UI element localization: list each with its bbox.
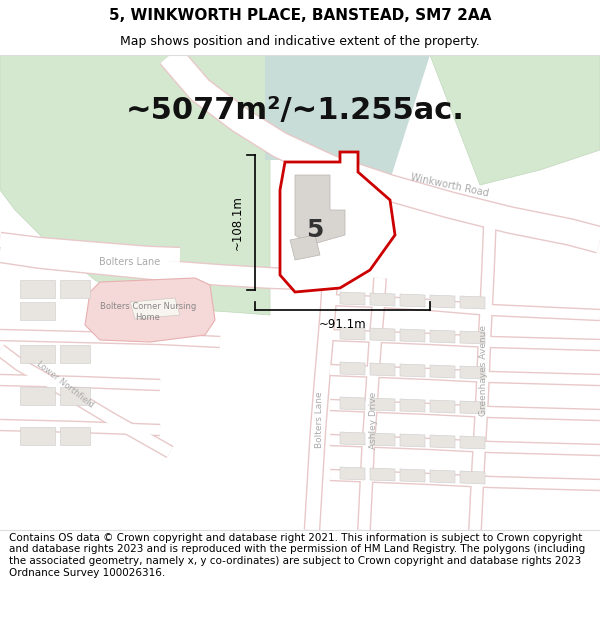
Polygon shape [20, 302, 55, 320]
Polygon shape [460, 436, 485, 449]
Text: Winkworth Road: Winkworth Road [410, 172, 490, 198]
Polygon shape [20, 345, 55, 363]
Polygon shape [340, 292, 365, 305]
Text: 5: 5 [307, 218, 323, 242]
Text: ~5077m²/~1.255ac.: ~5077m²/~1.255ac. [125, 96, 464, 124]
Polygon shape [295, 175, 345, 245]
Polygon shape [85, 278, 215, 342]
Text: ~108.1m: ~108.1m [230, 195, 244, 250]
Polygon shape [370, 363, 395, 376]
Polygon shape [60, 280, 90, 298]
Text: 5, WINKWORTH PLACE, BANSTEAD, SM7 2AA: 5, WINKWORTH PLACE, BANSTEAD, SM7 2AA [109, 8, 491, 23]
Text: Contains OS data © Crown copyright and database right 2021. This information is : Contains OS data © Crown copyright and d… [9, 533, 585, 578]
Polygon shape [370, 398, 395, 411]
Polygon shape [265, 55, 430, 180]
Polygon shape [290, 235, 320, 260]
Polygon shape [340, 362, 365, 375]
Text: Bolters Corner Nursing
Home: Bolters Corner Nursing Home [100, 302, 196, 322]
Text: Map shows position and indicative extent of the property.: Map shows position and indicative extent… [120, 35, 480, 48]
Polygon shape [460, 471, 485, 484]
Polygon shape [130, 298, 180, 319]
Polygon shape [430, 400, 455, 413]
Text: ~91.1m: ~91.1m [319, 318, 367, 331]
Polygon shape [20, 427, 55, 445]
Polygon shape [370, 468, 395, 481]
Polygon shape [370, 433, 395, 446]
Polygon shape [460, 401, 485, 414]
Text: Greenhayes Avenue: Greenhayes Avenue [479, 324, 487, 416]
Polygon shape [400, 364, 425, 377]
Polygon shape [400, 434, 425, 447]
Polygon shape [460, 296, 485, 309]
Polygon shape [340, 467, 365, 480]
Polygon shape [60, 345, 90, 363]
Polygon shape [370, 328, 395, 341]
Polygon shape [280, 152, 395, 292]
Polygon shape [340, 432, 365, 445]
Polygon shape [430, 55, 600, 185]
Polygon shape [340, 327, 365, 340]
Polygon shape [340, 397, 365, 410]
Polygon shape [430, 295, 455, 308]
Polygon shape [430, 470, 455, 483]
Polygon shape [0, 55, 270, 315]
Polygon shape [430, 330, 455, 343]
Polygon shape [430, 435, 455, 448]
Text: Ashley Drive: Ashley Drive [368, 391, 377, 449]
Polygon shape [400, 294, 425, 307]
Polygon shape [460, 331, 485, 344]
Polygon shape [60, 387, 90, 405]
Text: Bolters Lane: Bolters Lane [316, 392, 325, 448]
Polygon shape [430, 365, 455, 378]
Polygon shape [20, 280, 55, 298]
Polygon shape [460, 366, 485, 379]
Polygon shape [20, 387, 55, 405]
Polygon shape [400, 399, 425, 412]
Text: Bolters Lane: Bolters Lane [100, 257, 161, 267]
Polygon shape [60, 427, 90, 445]
Text: Lower Northfield: Lower Northfield [35, 360, 95, 410]
Polygon shape [370, 293, 395, 306]
Polygon shape [400, 469, 425, 482]
Polygon shape [400, 329, 425, 342]
